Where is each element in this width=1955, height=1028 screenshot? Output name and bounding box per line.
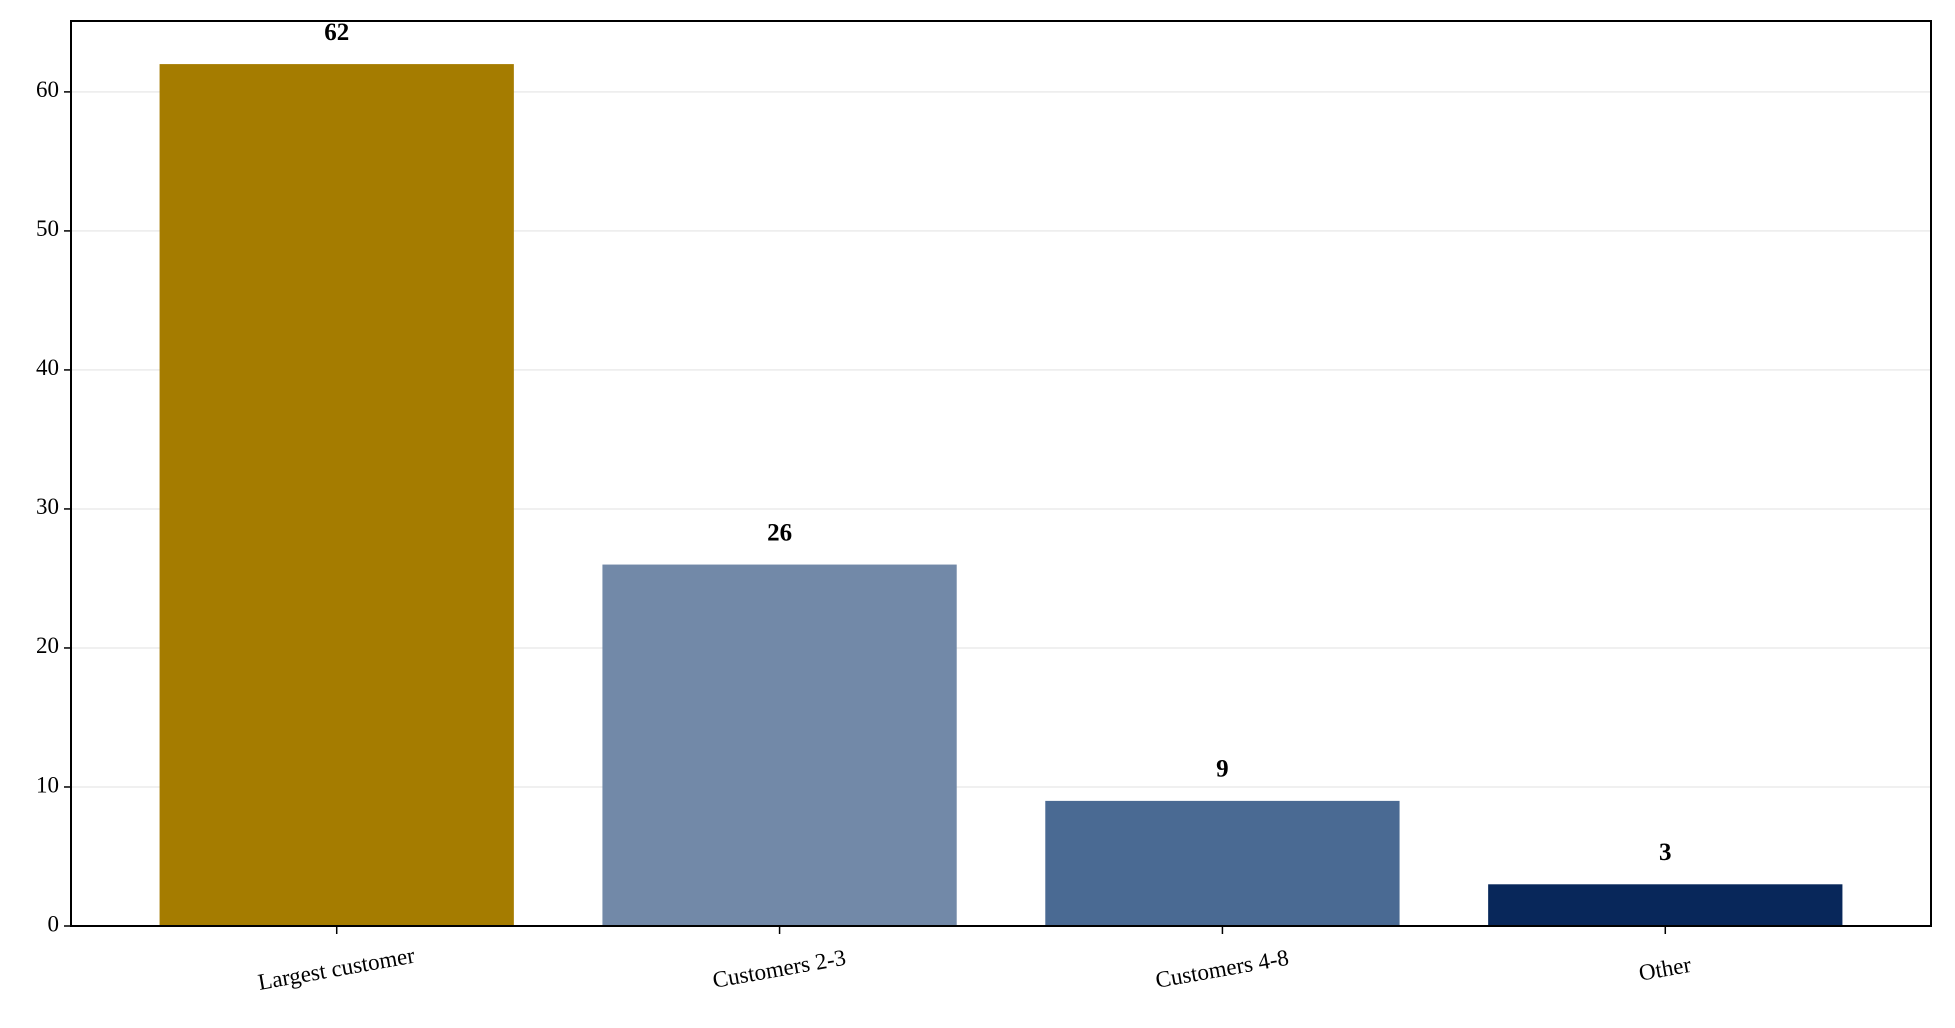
value-label: 26 [767,519,792,546]
plot-frame [70,20,1932,927]
y-tick-label: 10 [36,772,59,797]
y-tick-label: 40 [36,355,59,380]
value-label: 3 [1659,839,1672,866]
x-tick-label: Customers 4-8 [1153,945,1290,993]
x-tick-label: Customers 2-3 [711,945,848,993]
bar [159,64,514,927]
bar [1488,884,1843,926]
value-label: 9 [1216,756,1229,783]
y-tick-label: 20 [36,633,59,658]
bar [602,564,957,926]
y-tick-label: 0 [48,911,60,936]
x-tick-label: Other [1637,952,1693,986]
y-tick-label: 50 [36,216,59,241]
y-tick-label: 30 [36,494,59,519]
value-label: 62 [324,19,349,46]
bar [1045,800,1400,926]
x-tick-label: Largest customer [256,943,417,995]
y-tick-label: 60 [36,77,59,102]
